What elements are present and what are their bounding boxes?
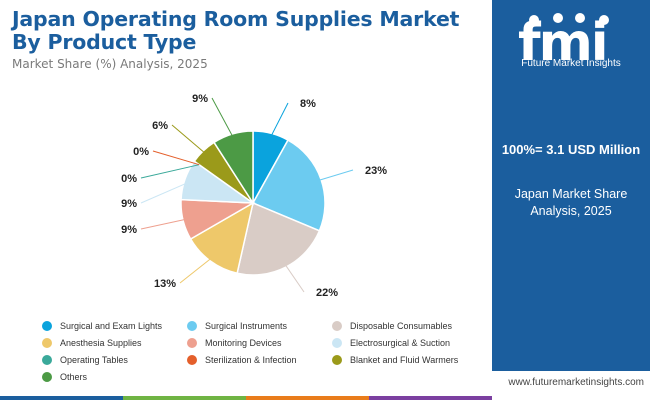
brand-panel: fmi Future Market Insights 100%= 3.1 USD… bbox=[492, 0, 650, 371]
slice-label: 13% bbox=[154, 278, 176, 290]
brand-name: Future Market Insights bbox=[521, 58, 621, 69]
legend-swatch bbox=[42, 372, 52, 382]
leader-line bbox=[171, 124, 208, 156]
pie-chart: 8% 23% 22% 13% 9% 9% 0% 0% 6% 9% bbox=[121, 93, 387, 299]
slice-label: 0% bbox=[133, 146, 149, 158]
leader-line bbox=[179, 255, 215, 284]
legend-label: Electrosurgical & Suction bbox=[350, 338, 451, 348]
legend-label: Sterilization & Infection bbox=[205, 355, 297, 365]
legend-item: Disposable Consumables bbox=[332, 321, 452, 331]
website-link[interactable]: www.futuremarketinsights.com bbox=[508, 377, 644, 388]
legend-item: Others bbox=[42, 372, 87, 382]
slice-label: 9% bbox=[121, 198, 137, 210]
chart-subtitle: Market Share (%) Analysis, 2025 bbox=[12, 57, 208, 71]
leader-line bbox=[269, 102, 289, 140]
legend-item: Blanket and Fluid Warmers bbox=[332, 355, 458, 365]
bottom-bar-segment bbox=[0, 396, 123, 400]
legend-item: Electrosurgical & Suction bbox=[332, 338, 450, 348]
leader-line bbox=[140, 164, 200, 179]
pie-slice bbox=[236, 201, 321, 276]
chart-title: Japan Operating Room Supplies Market By … bbox=[12, 7, 460, 54]
leader-line bbox=[282, 261, 305, 293]
bottom-color-bar bbox=[0, 396, 492, 400]
bottom-bar-segment bbox=[123, 396, 246, 400]
legend-label: Disposable Consumables bbox=[350, 321, 453, 331]
leader-line bbox=[152, 150, 200, 166]
slice-labels: 8% 23% 22% 13% 9% 9% 0% 0% 6% 9% bbox=[121, 93, 387, 299]
legend-item: Operating Tables bbox=[42, 355, 128, 365]
legend-swatch bbox=[187, 355, 197, 365]
legend-swatch bbox=[42, 355, 52, 365]
slice-label: 9% bbox=[192, 93, 208, 105]
legend-item: Sterilization & Infection bbox=[187, 355, 297, 365]
market-total: 100%= 3.1 USD Million bbox=[501, 142, 641, 157]
slice-label: 0% bbox=[121, 173, 137, 185]
leader-lines bbox=[140, 97, 354, 293]
legend-swatch bbox=[42, 338, 52, 348]
fmi-logo: fmi bbox=[518, 13, 609, 70]
legend-label: Monitoring Devices bbox=[205, 338, 282, 348]
legend-swatch bbox=[332, 321, 342, 331]
slice-label: 8% bbox=[300, 98, 316, 110]
legend-swatch bbox=[187, 338, 197, 348]
legend-label: Surgical Instruments bbox=[205, 321, 288, 331]
pie-slices bbox=[180, 130, 326, 276]
legend-label: Anesthesia Supplies bbox=[60, 338, 142, 348]
leader-line bbox=[315, 169, 354, 182]
legend-item: Monitoring Devices bbox=[187, 338, 282, 348]
legend-item: Surgical and Exam Lights bbox=[42, 321, 162, 331]
slice-label: 22% bbox=[316, 287, 338, 299]
legend-label: Surgical and Exam Lights bbox=[60, 321, 163, 331]
market-scope: Japan Market Share Analysis, 2025 bbox=[514, 187, 628, 218]
chart-legend: Surgical and Exam Lights Surgical Instrum… bbox=[42, 321, 482, 391]
legend-item: Anesthesia Supplies bbox=[42, 338, 142, 348]
leader-line bbox=[140, 218, 190, 230]
legend-swatch bbox=[187, 321, 197, 331]
pie-slice bbox=[189, 201, 255, 275]
legend-item: Surgical Instruments bbox=[187, 321, 287, 331]
leader-line bbox=[211, 97, 235, 140]
legend-swatch bbox=[42, 321, 52, 331]
legend-swatch bbox=[332, 355, 342, 365]
pie-slice bbox=[213, 130, 254, 206]
legend-label: Blanket and Fluid Warmers bbox=[350, 355, 459, 365]
bottom-bar-segment bbox=[246, 396, 369, 400]
slice-label: 23% bbox=[365, 165, 387, 177]
legend-label: Operating Tables bbox=[60, 355, 128, 365]
slice-label: 6% bbox=[152, 120, 168, 132]
legend-swatch bbox=[332, 338, 342, 348]
legend-label: Others bbox=[60, 372, 88, 382]
slice-label: 9% bbox=[121, 224, 137, 236]
bottom-bar-segment bbox=[369, 396, 492, 400]
leader-line bbox=[140, 180, 191, 204]
